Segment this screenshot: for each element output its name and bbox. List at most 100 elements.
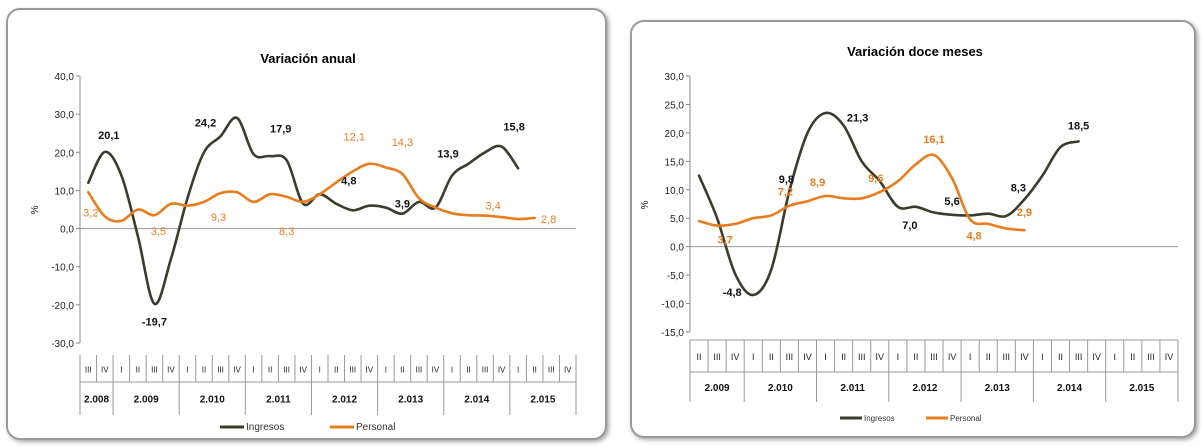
annual-data-label: 17,9	[270, 123, 291, 135]
annual-quarter-label: I	[252, 366, 254, 375]
twelve-month-data-label: 7,2	[778, 187, 793, 199]
annual-quarter-label: IV	[564, 366, 572, 375]
annual-quarter-label: II	[202, 366, 206, 375]
twelve-month-quarter-label: IV	[1092, 352, 1101, 362]
annual-quarter-label: II	[268, 366, 272, 375]
twelve-month-y-tick-label: 25,0	[665, 100, 685, 111]
annual-data-label: 3,9	[395, 199, 410, 211]
annual-data-label: 3,5	[151, 226, 166, 238]
annual-data-label: 24,2	[195, 117, 216, 129]
twelve-month-data-label: 4,8	[966, 230, 981, 242]
twelve-month-year-label: 2.015	[1129, 383, 1154, 394]
twelve-month-quarter-label: II	[697, 352, 702, 362]
twelve-month-y-tick-label: 20,0	[665, 129, 685, 140]
annual-quarter-label: I	[319, 366, 321, 375]
annual-year-label: 2.014	[464, 395, 489, 406]
annual-year-label: 2.009	[134, 395, 159, 406]
annual-data-label: 9,3	[211, 212, 226, 224]
annual-y-tick-label: 40,0	[55, 72, 75, 83]
annual-y-tick-label: -30,0	[51, 339, 74, 350]
twelve-month-data-label: 9,6	[868, 173, 883, 185]
twelve-month-data-label: 8,3	[1011, 182, 1026, 194]
annual-year-label: 2.011	[266, 395, 291, 406]
twelve-month-y-tick-label: 10,0	[665, 186, 685, 197]
annual-data-label: 8,3	[279, 226, 294, 238]
twelve-month-quarter-label: I	[824, 352, 827, 362]
twelve-month-quarter-label: II	[769, 352, 774, 362]
annual-year-label: 2.010	[200, 395, 225, 406]
twelve-month-data-label: 2,9	[1017, 207, 1032, 219]
twelve-month-quarter-label: I	[1041, 352, 1044, 362]
annual-data-label: 3,2	[83, 207, 98, 219]
twelve-month-year-label: 2.013	[985, 383, 1010, 394]
twelve-month-quarter-label: II	[913, 352, 918, 362]
annual-y-tick-label: -20,0	[51, 301, 74, 312]
annual-y-tick-label: 10,0	[55, 186, 75, 197]
twelve-month-quarter-label: III	[1075, 352, 1083, 362]
annual-quarter-label: IV	[432, 366, 440, 375]
twelve-month-quarter-label: II	[1130, 352, 1135, 362]
twelve-month-series-line-personal	[697, 153, 1026, 232]
annual-y-tick-label: 30,0	[55, 110, 75, 121]
twelve-month-quarter-label: IV	[1165, 352, 1174, 362]
twelve-month-quarter-label: III	[1147, 352, 1155, 362]
annual-quarter-label: III	[217, 366, 224, 375]
annual-quarter-label: III	[482, 366, 489, 375]
annual-quarter-label: IV	[299, 366, 307, 375]
annual-quarter-label: III	[416, 366, 423, 375]
annual-data-label: -19,7	[142, 317, 167, 329]
twelve-month-quarter-label: II	[986, 352, 991, 362]
twelve-month-quarter-label: I	[752, 352, 755, 362]
annual-series-line-personal	[87, 162, 536, 223]
twelve-month-quarter-label: I	[897, 352, 900, 362]
twelve-month-quarter-label: IV	[1020, 352, 1029, 362]
annual-quarter-label: III	[548, 366, 555, 375]
annual-data-label: 4,8	[341, 175, 356, 187]
annual-quarter-label: III	[85, 366, 92, 375]
twelve-month-data-label: 3,7	[717, 235, 732, 247]
twelve-month-data-label: -4,8	[723, 287, 742, 299]
annual-quarter-label: IV	[101, 366, 109, 375]
twelve-month-quarter-label: I	[969, 352, 972, 362]
annual-chart-title: Variación anual	[260, 51, 355, 66]
twelve-month-quarter-label: III	[713, 352, 721, 362]
twelve-month-data-label: 18,5	[1068, 120, 1089, 132]
twelve-month-data-label: 8,9	[810, 177, 825, 189]
twelve-month-quarter-label: IV	[731, 352, 740, 362]
annual-data-label: 12,1	[344, 131, 365, 143]
annual-quarter-label: II	[532, 366, 536, 375]
twelve-month-quarter-label: III	[1003, 352, 1011, 362]
twelve-month-legend-label-personal: Personal	[950, 414, 982, 423]
twelve-month-quarter-label: IV	[803, 352, 812, 362]
annual-quarter-label: I	[451, 366, 453, 375]
twelve-month-year-label: 2.012	[912, 383, 937, 394]
twelve-month-year-label: 2.009	[705, 383, 730, 394]
twelve-month-data-label: 5,6	[944, 196, 959, 208]
annual-data-label: 20,1	[98, 130, 119, 142]
twelve-month-year-label: 2.011	[840, 383, 865, 394]
twelve-month-quarter-label: III	[930, 352, 938, 362]
annual-y-tick-label: 0,0	[60, 225, 74, 236]
annual-series-line-ingresos	[87, 116, 520, 306]
annual-quarter-label: IV	[498, 366, 506, 375]
annual-year-label: 2.015	[530, 395, 555, 406]
twelve-month-data-label: 9,8	[779, 174, 794, 186]
annual-legend-label-personal: Personal	[356, 422, 395, 433]
annual-year-label: 2.012	[332, 395, 357, 406]
twelve-month-series-line-ingresos	[697, 111, 1080, 297]
chart-panel-twelve-months: Variación doce meses 30,0 25,0 20,0 15,0 10,0…	[630, 20, 1196, 438]
twelve-month-data-label: 7,0	[902, 220, 917, 232]
twelve-month-year-label: 2.014	[1057, 383, 1082, 394]
annual-year-label: 2.008	[84, 395, 109, 406]
annual-quarter-label: I	[120, 366, 122, 375]
annual-year-label: 2.013	[398, 395, 423, 406]
annual-data-label: 2,8	[541, 214, 556, 226]
twelve-month-year-label: 2.010	[768, 383, 793, 394]
twelve-month-quarter-label: III	[858, 352, 866, 362]
chart-panel-annual: Variación anual 40,0 30,0 20,0 10,0 0,0 -10,0 -…	[6, 8, 607, 440]
annual-data-label: 3,4	[485, 201, 500, 213]
annual-data-label: 14,3	[392, 137, 413, 149]
annual-y-axis-label: %	[30, 205, 41, 214]
annual-variation-chart: Variación anual 40,0 30,0 20,0 10,0 0,0 -10,0 -…	[30, 51, 577, 433]
annual-data-label: 13,9	[437, 149, 458, 161]
